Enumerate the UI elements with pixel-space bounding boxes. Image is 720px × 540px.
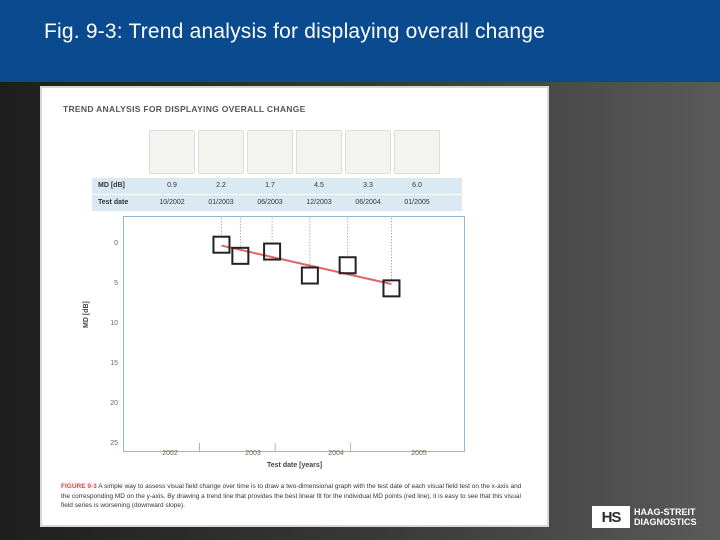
data-point-marker [338,256,357,275]
visual-field-thumbnail [198,130,244,174]
test-date-value: 12/2003 [306,199,332,206]
visual-field-thumbnail [345,130,391,174]
md-value: 3.3 [363,182,373,189]
y-tick-label: 25 [110,440,118,447]
md-value: 6.0 [412,182,422,189]
data-point-marker [382,279,401,298]
x-tick-label: 2004 [328,450,344,457]
md-row: MD [dB] 0.9 2.2 1.7 4.5 3.3 6.0 [92,178,462,194]
visual-field-thumbnail [394,130,440,174]
visual-field-thumbnail [247,130,293,174]
md-row-label: MD [dB] [98,182,125,189]
md-value: 0.9 [167,182,177,189]
test-date-value: 06/2004 [355,199,381,206]
md-value: 4.5 [314,182,324,189]
data-point-marker [212,235,231,254]
figure-caption: FIGURE 9-3 A simple way to assess visual… [61,482,531,511]
trend-chart [199,197,401,451]
caption-label: FIGURE 9-3 [61,483,97,490]
accent-bar [40,64,550,82]
data-point-marker [231,246,250,265]
x-axis-title: Test date [years] [267,462,323,469]
y-tick-label: 20 [110,400,118,407]
logo-text: HAAG-STREIT DIAGNOSTICS [634,507,697,527]
y-tick-label: 10 [110,320,118,327]
x-tick-label: 2003 [245,450,261,457]
y-axis-title: MD [dB] [83,301,90,328]
haag-streit-logo: HS HAAG-STREIT DIAGNOSTICS [592,506,697,528]
test-date-value: 01/2005 [404,199,430,206]
logo-mark: HS [592,506,630,528]
logo-line-2: DIAGNOSTICS [634,517,697,527]
test-date-value: 06/2003 [257,199,283,206]
x-tick-label: 2005 [411,450,427,457]
test-date-row: Test date 10/2002 01/2003 06/2003 12/200… [92,195,462,211]
plot-area [123,197,465,452]
md-value: 1.7 [265,182,275,189]
trend-line [221,244,392,286]
x-tick-label: 2002 [162,450,178,457]
data-point-marker [263,242,282,261]
data-point-marker [300,266,319,285]
caption-text: A simple way to assess visual field chan… [61,483,522,509]
y-tick-label: 0 [114,240,118,247]
figure-heading: TREND ANALYSIS FOR DISPLAYING OVERALL CH… [63,104,306,114]
y-tick-label: 15 [110,360,118,367]
logo-line-1: HAAG-STREIT [634,507,696,517]
test-date-row-label: Test date [98,199,129,206]
visual-field-thumbnail [149,130,195,174]
slide-title: Fig. 9-3: Trend analysis for displaying … [44,20,546,43]
md-value: 2.2 [216,182,226,189]
test-date-value: 01/2003 [208,199,234,206]
visual-field-thumbnail [296,130,342,174]
test-date-value: 10/2002 [159,199,185,206]
y-tick-label: 5 [114,280,118,287]
figure-panel: TREND ANALYSIS FOR DISPLAYING OVERALL CH… [42,88,547,525]
